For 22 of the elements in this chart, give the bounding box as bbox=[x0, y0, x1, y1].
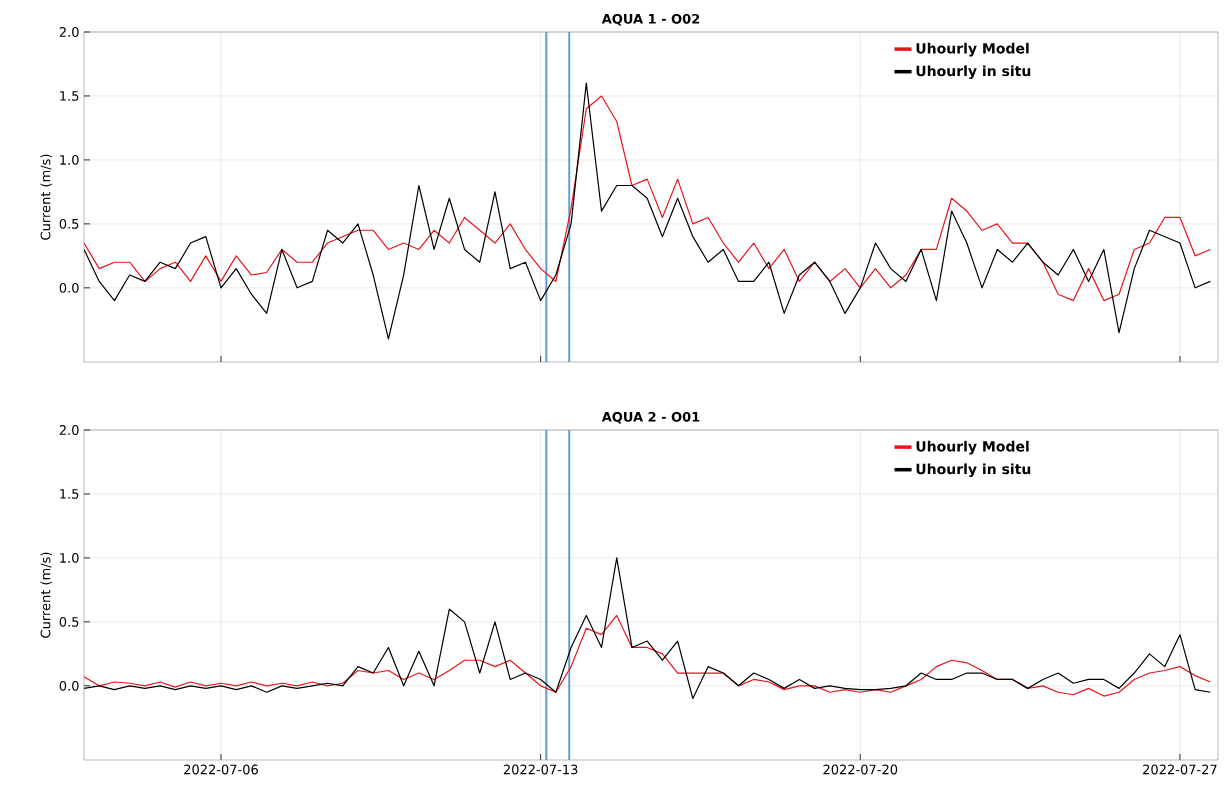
y-tick-label: 1.5 bbox=[60, 91, 79, 101]
x-tick-label: 2022-07-27 bbox=[1143, 764, 1217, 775]
legend-label: Uhourly in situ bbox=[916, 65, 1031, 80]
y-tick-label: 1.0 bbox=[60, 155, 79, 165]
chart-title: AQUA 2 - O01 bbox=[601, 411, 700, 424]
x-tick-label: 2022-07-06 bbox=[184, 764, 258, 775]
y-tick-label: 0.5 bbox=[59, 616, 79, 627]
y-tick-label: 0.0 bbox=[59, 680, 79, 691]
y-tick-label: 0.0 bbox=[59, 282, 79, 293]
legend-label: Uhourly Model bbox=[916, 440, 1029, 455]
legend-label: Uhourly in situ bbox=[916, 463, 1031, 478]
x-tick-label: 2022-07-13 bbox=[503, 764, 578, 775]
y-tick-label: 0.5 bbox=[59, 218, 79, 229]
y-axis-title: Current (m/s) bbox=[40, 552, 52, 638]
y-tick-label: 1.5 bbox=[60, 489, 79, 499]
y-tick-label: 1.0 bbox=[60, 553, 79, 563]
chart-title: AQUA 1 - O02 bbox=[601, 13, 700, 26]
y-tick-label: 2.0 bbox=[59, 27, 79, 37]
x-tick-label: 2022-07-20 bbox=[823, 764, 898, 775]
y-tick-label: 2.0 bbox=[59, 425, 79, 435]
y-axis-title: Current (m/s) bbox=[40, 154, 52, 240]
legend-label: Uhourly Model bbox=[916, 42, 1029, 57]
